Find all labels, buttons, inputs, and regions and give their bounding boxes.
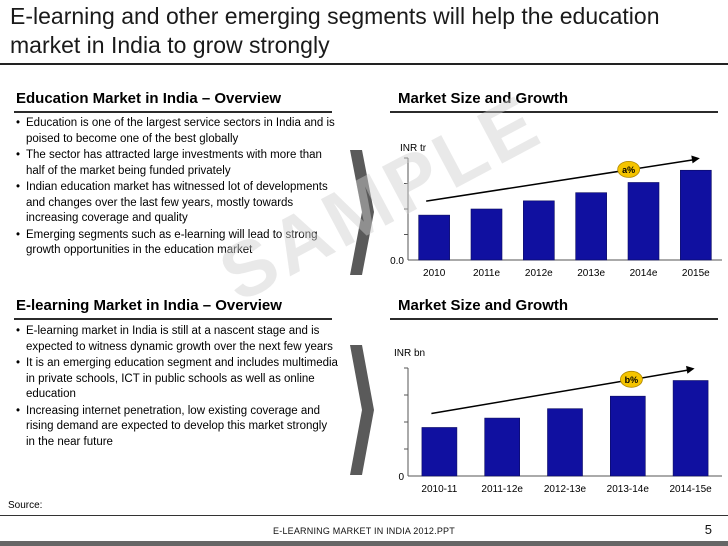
x-tick-label: 2015e <box>682 268 710 279</box>
trend-arrow-head <box>691 155 700 164</box>
y-origin-label: 0 <box>398 472 404 483</box>
education-overview-bullets: Education is one of the largest service … <box>16 116 338 260</box>
source-label: Source: <box>8 500 43 511</box>
bullet-item: The sector has attracted large investmen… <box>16 148 338 179</box>
section-divider <box>14 318 332 320</box>
market-size-chart-2: 0 2010-11 2011-12e 2012-13e 2013-14e 2014-15e… <box>398 365 722 495</box>
bullet-item: It is an emerging education segment and … <box>16 356 338 403</box>
market-size-chart-1: 0.0 2010 2011e 2012e 2013e 2014e 2015e a% <box>390 155 722 279</box>
x-tick-label: 2011e <box>473 268 501 279</box>
y-origin-label: 0.0 <box>390 256 404 267</box>
growth-badge <box>617 160 641 178</box>
bar <box>610 395 646 477</box>
title-divider <box>0 63 728 65</box>
chart2-unit-label: INR bn <box>394 348 426 359</box>
x-tick-label: 2012e <box>525 268 553 279</box>
growth-badge-label: b% <box>625 375 639 385</box>
bar <box>627 182 660 261</box>
growth-badge <box>620 370 643 388</box>
x-tick-label: 2014-15e <box>669 484 712 495</box>
x-tick-label: 2010-11 <box>421 484 457 495</box>
x-tick-label: 2012-13e <box>544 484 587 495</box>
section-divider <box>390 318 718 320</box>
market-size-heading-1: Market Size and Growth <box>398 90 569 107</box>
bullet-item: Indian education market has witnessed lo… <box>16 180 338 227</box>
footer-divider <box>0 515 728 516</box>
bullet-item: Education is one of the largest service … <box>16 116 338 147</box>
trend-arrow-line <box>431 369 689 415</box>
bar <box>484 417 520 477</box>
x-tick-label: 2014e <box>630 268 658 279</box>
section-divider <box>390 111 718 113</box>
x-tick-label: 2013-14e <box>607 484 650 495</box>
bottom-bar <box>0 541 728 546</box>
bar <box>523 200 555 261</box>
chevron-arrow-icon <box>350 345 374 475</box>
bullet-item: Increasing internet penetration, low exi… <box>16 404 338 451</box>
chevron-arrow-icon <box>350 150 374 275</box>
bar <box>470 208 503 261</box>
education-overview-heading: Education Market in India – Overview <box>16 90 282 107</box>
chart1-unit-label: INR tr <box>400 143 427 154</box>
bar <box>680 169 712 261</box>
elearning-overview-bullets: E-learning market in India is still at a… <box>16 324 338 451</box>
section-divider <box>14 111 332 113</box>
x-tick-label: 2011-12e <box>481 484 523 495</box>
growth-badge-label: a% <box>622 165 635 175</box>
market-size-heading-2: Market Size and Growth <box>398 297 569 314</box>
trend-arrow-head <box>686 365 695 374</box>
elearning-overview-heading: E-learning Market in India – Overview <box>16 297 282 314</box>
x-tick-label: 2013e <box>577 268 605 279</box>
page-number: 5 <box>704 522 712 537</box>
bar <box>672 380 709 477</box>
bar <box>575 192 607 261</box>
bullet-item: Emerging segments such as e-learning wil… <box>16 228 338 259</box>
bar <box>547 408 583 477</box>
bar <box>421 427 458 477</box>
trend-arrow-line <box>426 158 694 202</box>
slide-title: E-learning and other emerging segments w… <box>10 3 660 58</box>
x-tick-label: 2010 <box>423 268 446 279</box>
bullet-item: E-learning market in India is still at a… <box>16 324 338 355</box>
bar <box>418 214 450 261</box>
footer-title: E-LEARNING MARKET IN INDIA 2012.PPT <box>273 526 455 536</box>
